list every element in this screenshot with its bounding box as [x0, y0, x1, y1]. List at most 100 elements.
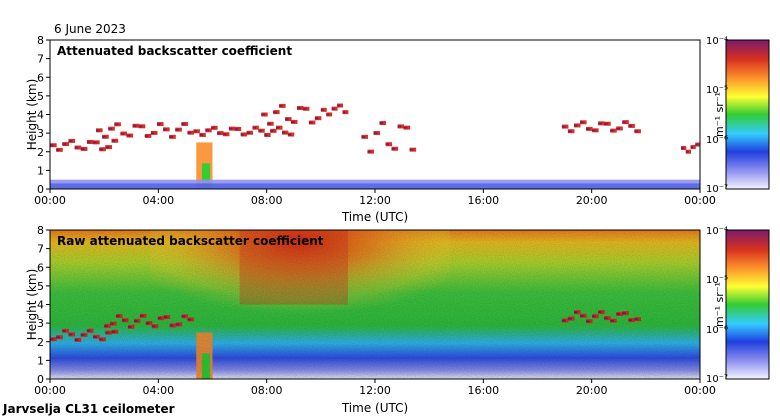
y-tick-label: 6 [37, 261, 44, 274]
cloud-segment-core [199, 134, 203, 136]
cloud-segment-core [391, 147, 396, 150]
x-axis-label: Time (UTC) [341, 401, 408, 415]
cloud-segment-core [240, 133, 245, 136]
colorbar-tick-label: 10⁻⁵ [706, 275, 728, 286]
cloud-segment-core [156, 123, 161, 126]
y-tick-label: 5 [37, 90, 44, 103]
cloud-segment-core [331, 107, 335, 110]
y-tick-label: 1 [37, 354, 44, 367]
cloud-segment-core [403, 126, 408, 129]
cloud-segment-core [169, 136, 173, 138]
cloud-segment-core [193, 130, 198, 133]
y-tick-label: 3 [37, 317, 44, 330]
x-tick-label: 08:00 [251, 194, 283, 207]
y-tick-label: 8 [37, 224, 44, 237]
cloud-segment-core [126, 134, 131, 137]
cloud-segment-core [217, 132, 221, 135]
cloud-segment-core [270, 130, 274, 132]
cloud-segment-core [228, 127, 233, 130]
y-tick-label: 6 [37, 71, 44, 84]
cloud-segment-core [68, 140, 73, 142]
y-tick-label: 2 [37, 336, 44, 349]
x-tick-label: 12:00 [359, 384, 391, 397]
cloud-segment-core [616, 127, 620, 130]
y-axis: 0 1 2 3 4 5 6 7 8 [37, 34, 50, 196]
cloud-segment-core [302, 107, 307, 110]
cloud-segment-core [385, 143, 390, 146]
x-tick-label: 16:00 [467, 384, 499, 397]
cloud-segment-core [258, 129, 262, 132]
cloud-segment-core [102, 135, 106, 138]
cloud-segment-core [379, 122, 384, 125]
cloud-segment-core [342, 111, 346, 114]
x-tick-label: 08:00 [251, 384, 283, 397]
y-tick-label: 3 [37, 127, 44, 140]
colorbar-tick-label: 10⁻⁶ [706, 135, 728, 146]
cloud-segment-core [281, 131, 286, 134]
cloud-segment-core [567, 130, 572, 133]
cloud-segment-core [114, 123, 118, 126]
cloud-segment-core [276, 126, 280, 129]
colorbar-tick-label: 10⁻⁶ [706, 325, 728, 336]
cloud-segment-core [120, 132, 125, 135]
x-tick-label: 00:00 [684, 194, 716, 207]
cloud-segment-core [291, 121, 295, 123]
footer-label: Jarvselja CL31 ceilometer [2, 402, 175, 416]
colorbar-unit-label: m⁻¹ sr⁻¹ [713, 92, 726, 137]
raw-backscatter-panel: Raw attenuated backscatter coefficient 0… [25, 224, 770, 415]
colorbar: 10⁻⁴ 10⁻⁵ 10⁻⁶ 10⁻⁷ m⁻¹ sr⁻¹ [706, 36, 770, 195]
cloud-segment-core [105, 146, 110, 149]
cloud-segment-core [397, 125, 402, 128]
cloud-segment-core [685, 150, 689, 153]
precipitation-core [201, 163, 211, 189]
cloud-segment-core [50, 144, 54, 147]
noise-speckle [50, 230, 700, 379]
colorbar-gradient [725, 39, 770, 190]
cloud-segment-core [337, 104, 341, 107]
cloud-segment-core [211, 127, 215, 129]
cloud-segment-core [62, 143, 67, 146]
y-tick-label: 2 [37, 146, 44, 159]
y-tick-label: 0 [37, 373, 44, 386]
y-tick-label: 0 [37, 183, 44, 196]
cloud-segment-core [264, 134, 268, 136]
cloud-segment-core [373, 132, 378, 135]
cloud-segment-core [690, 146, 694, 149]
cloud-segment-core [297, 107, 301, 109]
cloud-segment-core [267, 122, 271, 125]
cloud-segment-core [580, 121, 584, 124]
cloud-segment-core [681, 147, 684, 150]
x-tick-label: 04:00 [142, 194, 174, 207]
cloud-segment-core [285, 118, 289, 121]
x-tick-label: 00:00 [34, 194, 66, 207]
cloud-segment-core [138, 125, 143, 128]
cloud-segment-core [163, 128, 167, 131]
colorbar-tick-label: 10⁻⁵ [706, 85, 728, 96]
cloud-segment-core [561, 125, 566, 128]
cloud-segment-core [367, 150, 372, 153]
cloud-segment-core [628, 125, 632, 127]
attenuated-backscatter-panel: Attenuated backscatter coefficient 0 1 2 3 4… [25, 34, 770, 224]
y-tick-label: 1 [37, 164, 44, 177]
colorbar-gradient [725, 229, 770, 380]
cloud-segment-core [96, 129, 100, 132]
cloud-segment-core [273, 111, 277, 114]
cloud-segment-core [604, 122, 608, 125]
panel-title: Raw attenuated backscatter coefficient [57, 234, 324, 248]
cloud-segment-core [223, 133, 227, 136]
y-axis: 0 1 2 3 4 5 6 7 8 [37, 224, 50, 386]
cloud-segment-core [99, 148, 103, 151]
cloud-segment-core [234, 128, 239, 130]
y-axis-label: Height (km) [25, 79, 39, 150]
cloud-segment-core [93, 141, 97, 144]
x-axis-label: Time (UTC) [341, 210, 408, 224]
x-tick-label: 00:00 [34, 384, 66, 397]
cloud-segment-core [610, 129, 614, 132]
cloud-segment-core [108, 127, 112, 130]
x-tick-label: 20:00 [576, 384, 608, 397]
y-tick-label: 4 [37, 109, 44, 122]
cloud-segment-core [586, 128, 590, 130]
colorbar-tick-label: 10⁻⁷ [706, 184, 728, 195]
cloud-segment-core [308, 121, 313, 124]
cloud-segment-core [86, 141, 91, 143]
